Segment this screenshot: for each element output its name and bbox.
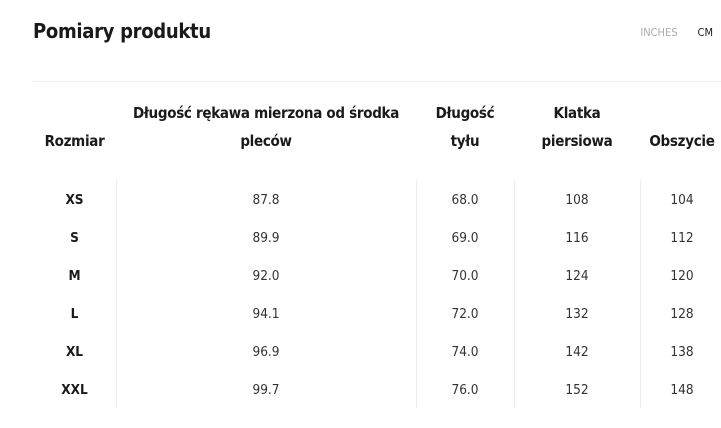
cell-hem: 138 [670, 344, 694, 360]
header-line: pleców [240, 132, 292, 150]
column-header-back-length: Długość tyłu [416, 99, 514, 155]
cell-back-length: 68.0 [451, 192, 479, 208]
column-divider [116, 180, 117, 408]
cell-chest: 152 [565, 382, 589, 398]
page-title: Pomiary produktu [33, 19, 211, 43]
cell-sleeve-length: 92.0 [252, 268, 280, 284]
cell-sleeve-length: 96.9 [252, 344, 280, 360]
column-header-sleeve-length: Długość rękawa mierzona od środka pleców [116, 99, 416, 155]
column-header-size: Rozmiar [33, 99, 116, 155]
cell-size: S [70, 230, 79, 246]
cell-size: M [68, 268, 81, 284]
unit-inches-button[interactable]: INCHES [640, 26, 678, 39]
header-line [640, 99, 721, 127]
cell-size: L [70, 306, 79, 322]
unit-cm-button[interactable]: CM [697, 26, 713, 39]
cell-sleeve-length: 94.1 [252, 306, 280, 322]
column-divider [514, 180, 515, 408]
header-line: Obszycie [649, 132, 715, 150]
cell-back-length: 70.0 [451, 268, 479, 284]
header-line [33, 99, 116, 127]
cell-sleeve-length: 99.7 [252, 382, 280, 398]
cell-chest: 124 [565, 268, 589, 284]
cell-chest: 142 [565, 344, 589, 360]
cell-chest: 132 [565, 306, 589, 322]
cell-back-length: 76.0 [451, 382, 479, 398]
divider [33, 81, 721, 82]
unit-toggle: INCHES CM [640, 26, 713, 39]
cell-sleeve-length: 89.9 [252, 230, 280, 246]
cell-back-length: 74.0 [451, 344, 479, 360]
cell-hem: 128 [670, 306, 694, 322]
column-header-hem: Obszycie [640, 99, 721, 155]
header-line: Długość [435, 104, 495, 122]
cell-back-length: 69.0 [451, 230, 479, 246]
cell-hem: 112 [670, 230, 694, 246]
cell-sleeve-length: 87.8 [252, 192, 280, 208]
header-line: Klatka [553, 104, 601, 122]
cell-chest: 108 [565, 192, 589, 208]
header-line: Długość rękawa mierzona od środka [132, 104, 400, 122]
cell-hem: 120 [670, 268, 694, 284]
cell-hem: 104 [670, 192, 694, 208]
cell-hem: 148 [670, 382, 694, 398]
header-line: piersiowa [541, 132, 613, 150]
header-line: Rozmiar [44, 132, 105, 150]
column-header-chest: Klatka piersiowa [514, 99, 640, 155]
column-divider [416, 180, 417, 408]
cell-chest: 116 [565, 230, 589, 246]
cell-back-length: 72.0 [451, 306, 479, 322]
cell-size: XXL [61, 382, 88, 398]
cell-size: XL [65, 344, 84, 360]
column-divider [640, 180, 641, 408]
header-line: tyłu [450, 132, 480, 150]
cell-size: XS [65, 192, 84, 208]
